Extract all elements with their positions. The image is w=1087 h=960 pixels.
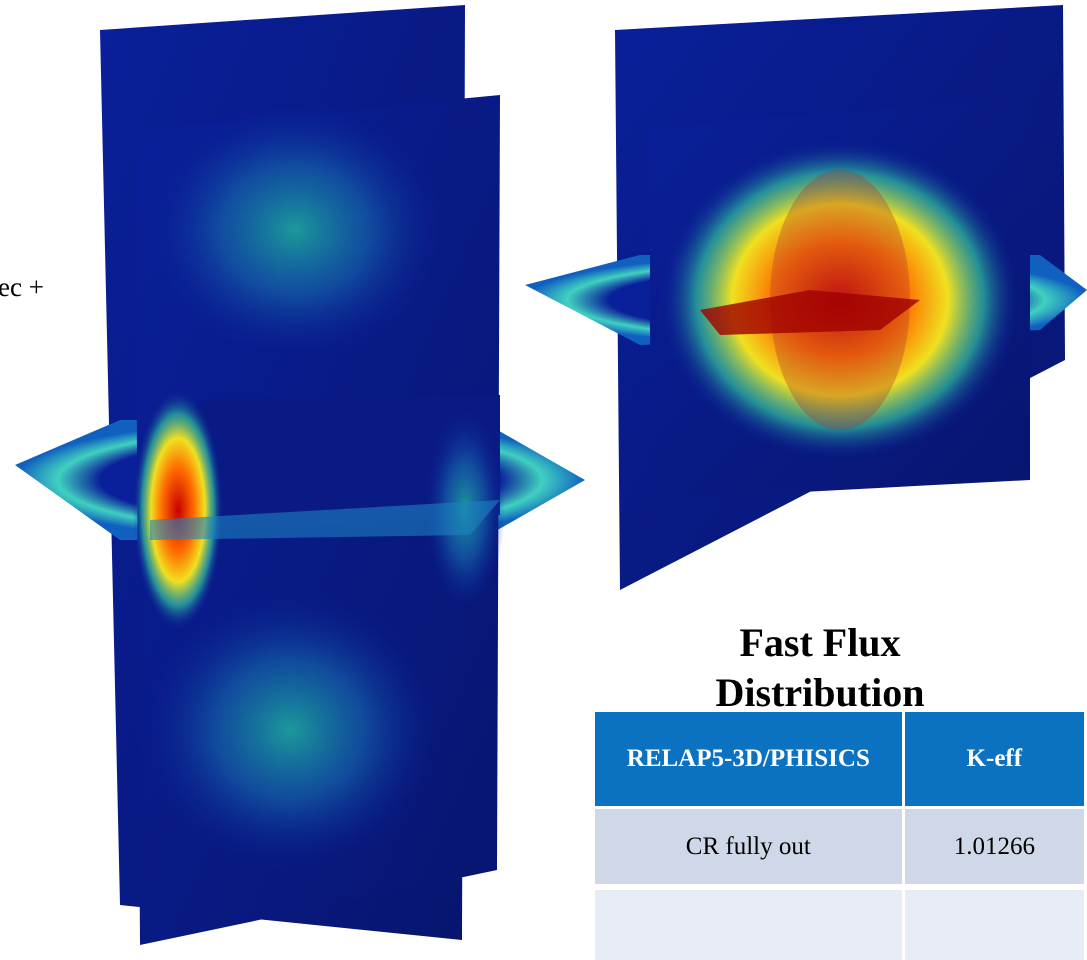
left-cut-text: ec + <box>0 272 44 302</box>
right-flux-figure <box>525 5 1087 590</box>
table-row: CR fully out 1.01266 <box>595 809 1087 890</box>
table-cell-empty <box>595 890 905 960</box>
header-cell: RELAP5-3D/PHISICS <box>595 712 905 809</box>
table-cell: 1.01266 <box>904 809 1087 890</box>
table-row-empty <box>595 890 1087 960</box>
table-cell-empty <box>904 890 1087 960</box>
left-flux-figure <box>15 5 585 945</box>
figure-title: Fast Flux Distribution <box>715 620 925 715</box>
keff-table: RELAP5-3D/PHISICS K-eff CR fully out 1.0… <box>595 712 1087 960</box>
header-cell: K-eff <box>904 712 1087 809</box>
table-cell: CR fully out <box>595 809 905 890</box>
table-header: RELAP5-3D/PHISICS K-eff <box>595 712 1087 809</box>
